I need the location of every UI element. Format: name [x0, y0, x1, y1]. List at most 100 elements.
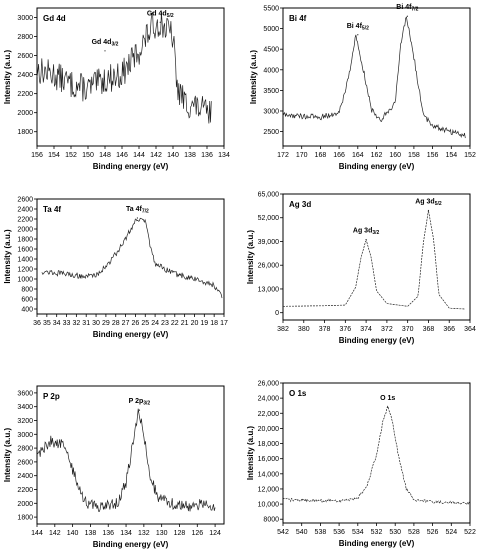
y-tick-label: 2400 [17, 72, 33, 79]
plot-frame [282, 382, 471, 524]
y-tick-label: 0 [275, 310, 279, 317]
spectrum-line [41, 217, 223, 299]
y-tick-label: 52,000 [258, 215, 280, 222]
y-tick-label: 18,000 [258, 441, 280, 448]
chart-panel-ta-4f: 36 35 34 33 32 31 30 29 28 27 26 25 24 23 22 21 20 19 18 17… [3, 197, 228, 340]
y-tick-label: 3000 [263, 108, 279, 115]
x-tick-label: 134 [120, 530, 132, 537]
plot-frame [36, 385, 225, 525]
x-tick-label: 35 [43, 320, 51, 327]
y-tick-label: 2200 [17, 217, 33, 224]
x-tick-label: 160 [389, 152, 401, 159]
panel-element-label: P 2p [43, 392, 60, 401]
x-tick-label: 134 [218, 152, 230, 159]
x-tick-label: 158 [408, 152, 420, 159]
x-tick-label: 532 [371, 529, 383, 536]
y-axis-label: Intensity (a.u.) [249, 50, 258, 105]
x-tick-label: 542 [277, 529, 289, 536]
y-tick-label: 24,000 [258, 396, 280, 403]
peak-point [357, 34, 359, 36]
x-tick-label: 538 [315, 529, 327, 536]
x-tick-label: 34 [53, 320, 61, 327]
y-tick-label: 3000 [17, 432, 33, 439]
spectrum-line [282, 16, 466, 139]
panel-element-label: Ta 4f [43, 205, 61, 214]
x-tick-label: 534 [352, 529, 364, 536]
spectrum-line [36, 11, 212, 124]
peak-point [159, 21, 161, 23]
x-tick-label: 152 [464, 152, 476, 159]
y-tick-label: 600 [21, 297, 33, 304]
x-tick-label: 138 [184, 152, 196, 159]
y-tick-label: 800 [21, 287, 33, 294]
peak-label-subscript: 5/2 [435, 201, 442, 207]
y-tick-label: 2600 [17, 197, 33, 204]
y-tick-label: 2400 [17, 473, 33, 480]
peak-label: Ag 3d3/2 [353, 228, 380, 237]
x-tick-label: 132 [138, 530, 150, 537]
spectrum-line [283, 210, 465, 310]
y-tick-label: 400 [21, 307, 33, 314]
y-tick-label: 2800 [17, 446, 33, 453]
peak-label-subscript: 3/2 [372, 230, 379, 236]
x-tick-label: 27 [122, 320, 130, 327]
x-tick-label: 146 [116, 152, 128, 159]
x-tick-label: 18 [210, 320, 218, 327]
x-tick-label: 366 [443, 326, 455, 333]
peak-label: O 1s [380, 395, 395, 402]
x-tick-label: 138 [85, 530, 97, 537]
x-tick-label: 374 [360, 326, 372, 333]
y-tick-label: 3200 [17, 418, 33, 425]
x-tick-label: 140 [67, 530, 79, 537]
x-tick-label: 150 [82, 152, 94, 159]
x-tick-label: 136 [201, 152, 213, 159]
y-tick-label: 3400 [17, 404, 33, 411]
x-tick-label: 124 [209, 530, 221, 537]
x-tick-label: 142 [150, 152, 162, 159]
x-tick-label: 22 [171, 320, 179, 327]
peak-point [365, 239, 367, 241]
x-tick-label: 382 [277, 326, 289, 333]
y-tick-label: 5000 [263, 26, 279, 33]
peak-label: Ta 4f7/2 [126, 206, 149, 215]
y-tick-label: 5500 [263, 6, 279, 13]
x-tick-label: 368 [423, 326, 435, 333]
peak-label: Gd 4d5/2 [147, 10, 174, 19]
x-tick-label: 536 [333, 529, 345, 536]
x-tick-label: 530 [389, 529, 401, 536]
x-tick-label: 364 [464, 326, 476, 333]
x-tick-label: 36 [33, 320, 41, 327]
peak-label-subscript: 3/2 [111, 41, 118, 47]
panel-element-label: Gd 4d [43, 14, 66, 23]
peak-point [138, 409, 141, 411]
x-tick-label: 30 [92, 320, 100, 327]
y-tick-label: 1800 [17, 129, 33, 136]
x-tick-label: 32 [72, 320, 80, 327]
peak-label: P 2p3/2 [129, 398, 151, 407]
x-tick-label: 24 [151, 320, 159, 327]
y-tick-label: 22,000 [258, 411, 280, 418]
x-tick-label: 130 [156, 530, 168, 537]
peak-label: Ag 3d5/2 [415, 198, 442, 207]
y-tick-label: 2000 [17, 227, 33, 234]
peak-point [136, 217, 138, 219]
panel-element-label: Ag 3d [289, 200, 311, 209]
y-axis-label: Intensity (a.u.) [246, 230, 255, 285]
x-tick-label: 376 [339, 326, 351, 333]
x-tick-label: 168 [315, 152, 327, 159]
y-tick-label: 2400 [17, 207, 33, 214]
x-tick-label: 154 [445, 152, 457, 159]
y-tick-label: 20,000 [258, 426, 280, 433]
plot-frame [36, 198, 225, 315]
plot-frame [282, 193, 471, 321]
x-axis-label: Binding energy (eV) [339, 336, 415, 345]
x-tick-label: 136 [102, 530, 114, 537]
chart-panel-o-1s: 542 540 538 536 534 532 530 528 526 524 522 8000 10,… [246, 381, 476, 549]
x-tick-label: 540 [296, 529, 308, 536]
x-axis-label: Binding energy (eV) [93, 540, 169, 549]
x-tick-label: 28 [112, 320, 120, 327]
y-tick-label: 2500 [263, 129, 279, 136]
chart-panel-p-2p: 144 142 140 138 136 134 132 130 128 126 124 1800 200… [3, 385, 225, 549]
x-tick-label: 370 [402, 326, 414, 333]
y-tick-label: 2000 [17, 110, 33, 117]
